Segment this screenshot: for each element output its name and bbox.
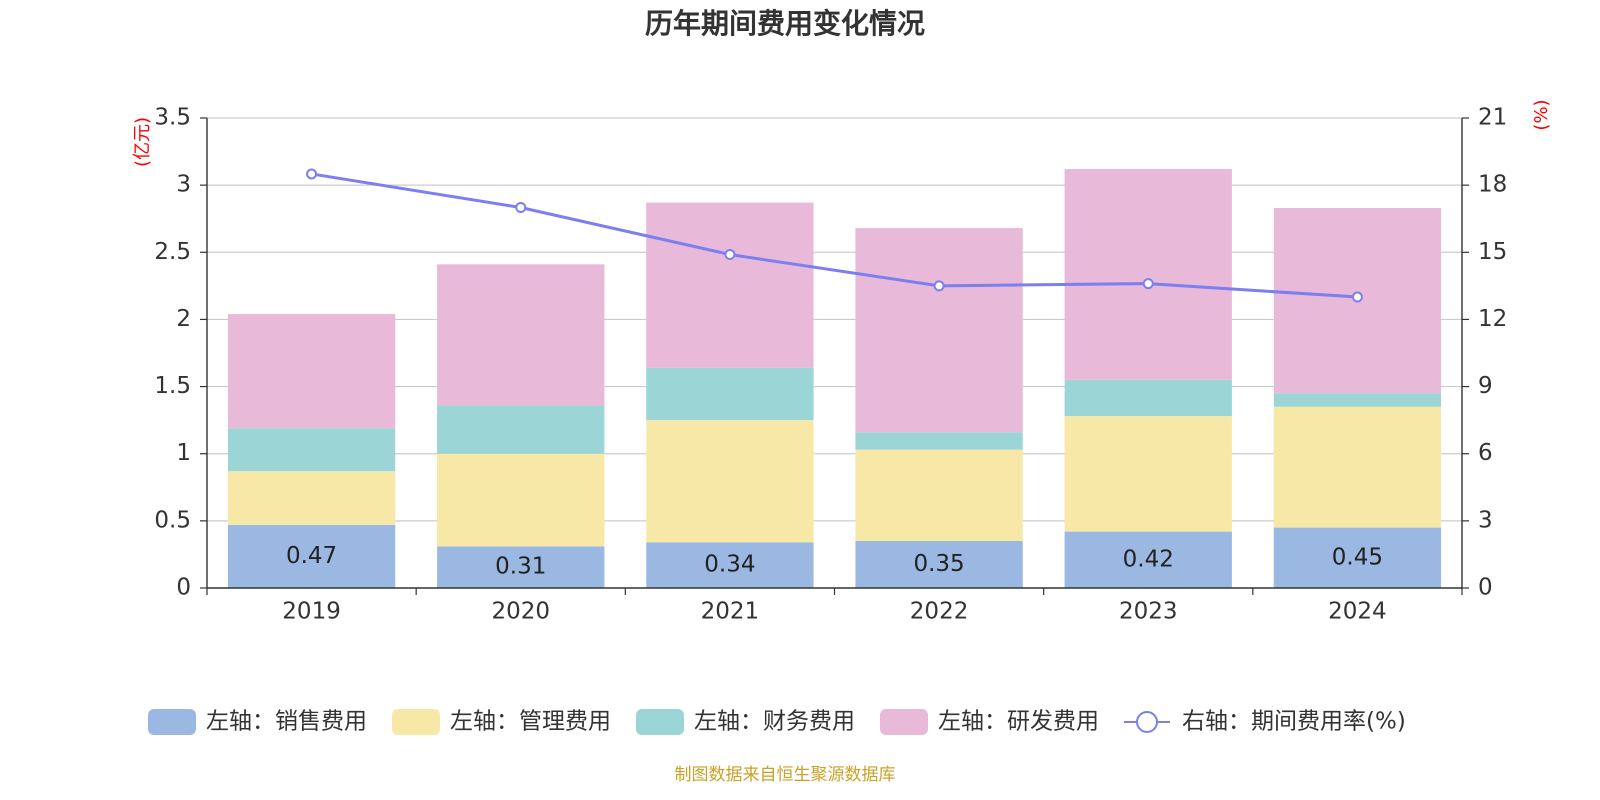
left-tick-label: 1.5 [154, 373, 191, 399]
bar-data-label: 0.34 [704, 552, 755, 578]
rate-point [933, 280, 945, 292]
bar-segment [227, 314, 396, 429]
rate-point [724, 249, 736, 261]
left-tick-label: 2 [176, 306, 191, 332]
left-tick-label: 1 [176, 440, 191, 466]
legend-label: 左轴：财务费用 [694, 709, 855, 735]
right-tick-label: 15 [1478, 239, 1507, 265]
bar-data-label: 0.35 [913, 551, 964, 577]
rate-point [515, 202, 527, 214]
bar-data-label: 0.31 [495, 554, 546, 580]
legend-marker [1136, 711, 1158, 733]
bar-segment [646, 542, 814, 588]
bar-segment [855, 541, 1023, 588]
left-tick-label: 2.5 [154, 239, 191, 265]
left-axis-unit: (亿元) [132, 117, 153, 167]
bar-segment [227, 524, 396, 588]
bar-segment [855, 228, 1023, 433]
legend-swatch [880, 709, 928, 735]
rate-point [1351, 291, 1363, 303]
legend-swatch [148, 709, 196, 735]
bar-segment [1273, 393, 1442, 407]
right-tick-label: 12 [1478, 306, 1507, 332]
left-tick-label: 3 [176, 172, 191, 198]
legend-swatch [392, 709, 440, 735]
bar-segment [1273, 406, 1442, 528]
right-tick-label: 9 [1478, 373, 1493, 399]
bar-data-label: 0.45 [1332, 544, 1383, 570]
bar-segment [437, 405, 605, 454]
bar-segment [227, 428, 396, 472]
bar-segment [437, 453, 605, 547]
chart-title: 历年期间费用变化情况 [645, 7, 925, 40]
bar-segment [646, 367, 814, 421]
rate-line [311, 172, 1358, 299]
right-tick-label: 18 [1478, 172, 1507, 198]
bar-data-label: 0.42 [1123, 546, 1174, 572]
bar-segment [227, 471, 396, 525]
bar-segment [1064, 379, 1232, 417]
bar-segment [1064, 416, 1232, 532]
line-series [306, 168, 1363, 303]
x-tick-label: 2022 [910, 599, 969, 625]
x-tick-label: 2024 [1328, 599, 1387, 625]
data-labels: 0.47 0.31 0.34 0.35 0.42 0.45 [286, 543, 1383, 580]
left-tick-label: 0 [176, 575, 191, 601]
x-tick-label: 2023 [1119, 599, 1178, 625]
grid-lines [207, 117, 1462, 522]
bar-segment [646, 420, 814, 543]
right-axis-unit: (%) [1531, 99, 1552, 130]
right-tick-label: 21 [1478, 105, 1507, 131]
right-tick-label: 6 [1478, 440, 1493, 466]
bar-segment [646, 202, 814, 368]
source-note: 制图数据来自恒生聚源数据库 [675, 765, 896, 785]
bar-segment [855, 449, 1023, 541]
legend-label: 左轴：研发费用 [938, 709, 1099, 735]
legend-swatch [636, 709, 684, 735]
legend-label: 右轴：期间费用率(%) [1182, 709, 1406, 735]
x-tick-label: 2020 [491, 599, 550, 625]
axes: 0 0.5 1 1.5 2 2.5 3 3.5 0 3 6 9 12 15 18 21 2019 2020 2021… [154, 105, 1507, 625]
rate-point [1142, 278, 1154, 290]
rate-point [306, 168, 318, 180]
bar-segment [1064, 531, 1232, 588]
left-tick-label: 3.5 [154, 105, 191, 131]
legend-label: 左轴：管理费用 [450, 709, 611, 735]
left-tick-label: 0.5 [154, 507, 191, 533]
bar-segment [437, 264, 605, 406]
bars [227, 169, 1442, 588]
bar-segment [1064, 169, 1232, 380]
bar-segment [1273, 527, 1442, 588]
legend: 左轴：销售费用 左轴：管理费用 左轴：财务费用 左轴：研发费用 右轴：期间费用率(%) [148, 709, 1406, 735]
bar-segment [437, 546, 605, 588]
x-tick-label: 2021 [701, 599, 760, 625]
right-tick-label: 3 [1478, 507, 1493, 533]
bar-data-label: 0.47 [286, 543, 337, 569]
right-tick-label: 0 [1478, 575, 1493, 601]
x-tick-label: 2019 [282, 599, 341, 625]
legend-label: 左轴：销售费用 [206, 709, 367, 735]
bar-segment [855, 432, 1023, 450]
